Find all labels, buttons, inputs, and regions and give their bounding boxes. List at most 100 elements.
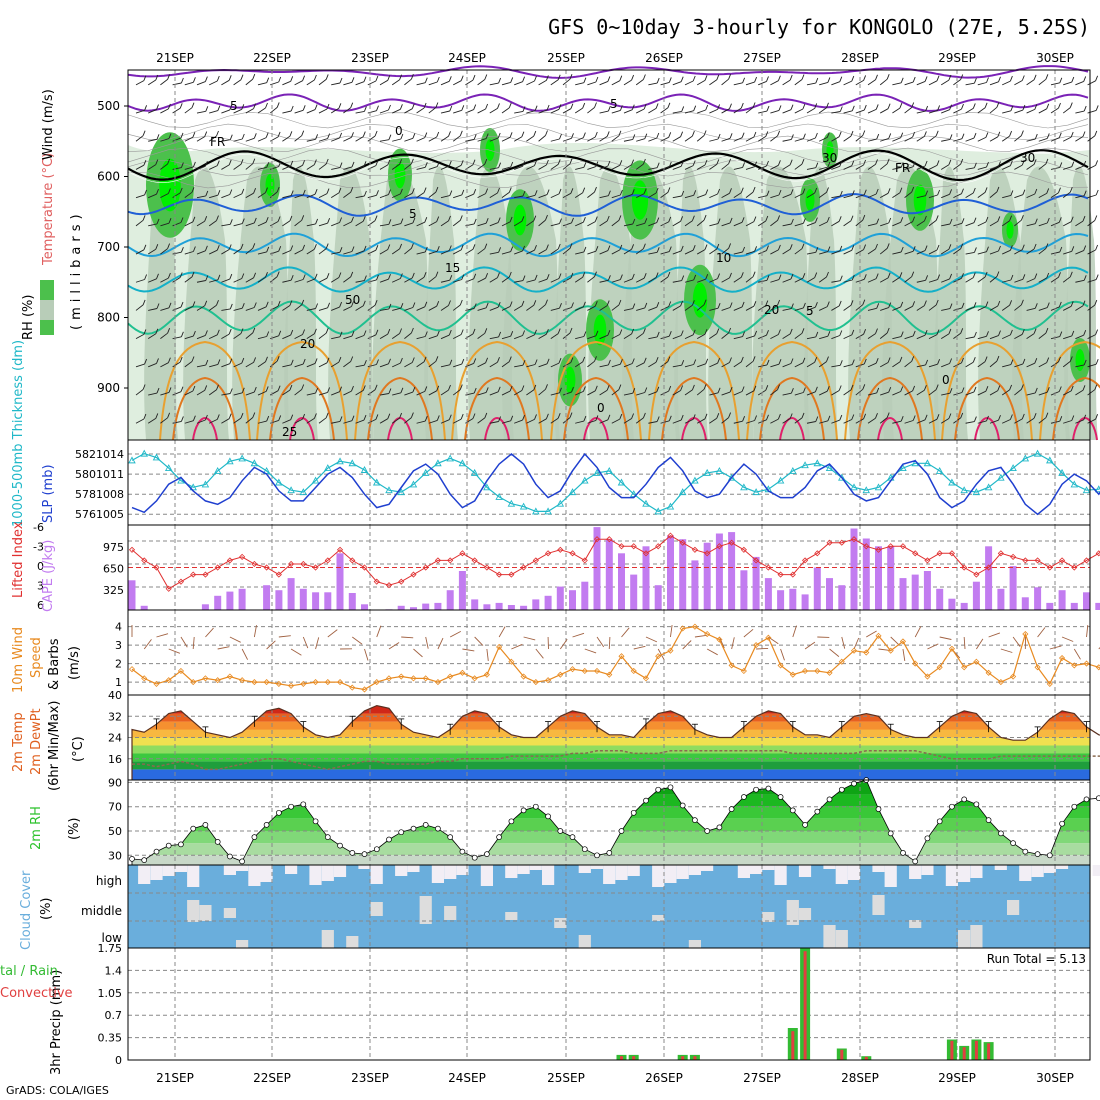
wind-barb: [818, 361, 827, 368]
wind-barb-flag: [498, 247, 502, 253]
wind-barb: [916, 305, 925, 311]
wind-barb: [916, 195, 926, 199]
thickness-point: [544, 507, 552, 515]
wind-barb: [501, 136, 511, 142]
wind-barb-flag: [472, 413, 476, 419]
wind-barb: [855, 304, 864, 311]
wind-barb-flag: [387, 413, 391, 419]
wind-barb: [635, 277, 645, 283]
rh-point: [643, 797, 649, 804]
wind-barb-flag: [302, 358, 306, 365]
rh-point: [545, 813, 551, 820]
wind-barb: [184, 420, 194, 424]
wind-speed-point: [141, 675, 148, 682]
cape-bar: [703, 542, 711, 610]
wind-barb-flag: [167, 103, 171, 110]
wind-barb: [623, 333, 632, 340]
wind-barb-flag: [301, 130, 305, 136]
wind-barb: [977, 251, 987, 255]
wind-barb-flag: [290, 160, 294, 167]
cape-bar: [960, 602, 968, 610]
temp-side-label: Temperature (°C): [41, 153, 56, 266]
wind-barb-flag: [1095, 105, 1099, 111]
wind-barb-flag: [595, 330, 599, 336]
wind-barb: [331, 137, 340, 142]
wind-barb-flag: [703, 299, 707, 305]
wind-barb: [416, 107, 425, 114]
rh-moist-column: [934, 166, 968, 440]
wind-barb: [635, 417, 644, 424]
wind-barb-flag: [827, 246, 831, 252]
wind-barb: [306, 308, 316, 311]
li-point: [1083, 557, 1090, 564]
wind-background: [128, 610, 1090, 695]
wind-barb-flag: [863, 244, 867, 250]
wind-barb-flag: [313, 159, 317, 165]
wind-barb: [1075, 136, 1084, 142]
high-cloud-gap: [444, 865, 457, 879]
mid-cloud-gap: [505, 912, 518, 920]
thickness-point: [177, 476, 185, 484]
rh-point: [141, 857, 148, 863]
wind-barb-flag: [449, 190, 453, 196]
wind-barb: [794, 392, 804, 396]
wind-barb: [575, 336, 585, 340]
precip-convective-bar: [693, 1056, 697, 1060]
mid-cloud-gap: [1007, 900, 1020, 915]
cape-bar: [813, 567, 821, 610]
wind-barb: [501, 221, 511, 227]
wind-barb-flag: [875, 358, 879, 364]
wind-barb: [538, 363, 548, 368]
li-point: [936, 550, 943, 557]
wind-barb: [477, 307, 487, 311]
wind-barb-flag: [899, 272, 903, 278]
wind-barb: [1014, 278, 1024, 283]
wind-barb-flag: [790, 104, 794, 110]
wind-barb: [343, 335, 353, 340]
surface-isotherm-30: [367, 376, 433, 441]
cape-bar: [471, 599, 479, 610]
wind-barb: [343, 136, 352, 142]
wind-barb-flag: [1083, 105, 1087, 112]
wind-barb-flag: [923, 131, 927, 137]
wind-barb: [648, 167, 658, 170]
wind-speed-point: [826, 669, 833, 676]
wind-barb: [1026, 307, 1036, 311]
wind-barb: [940, 248, 950, 255]
wind-barb-flag: [802, 218, 806, 224]
wind-barb-flag: [192, 415, 196, 421]
wind-barb-flag: [681, 106, 685, 112]
high-cloud-gap: [774, 865, 787, 885]
wind-barb: [916, 110, 926, 114]
wind-barb: [831, 195, 841, 199]
wind-barb: [599, 279, 609, 283]
wind-speed-point: [520, 673, 527, 680]
wind-barb-flag: [1021, 329, 1025, 335]
wind-barb-flag: [546, 104, 550, 111]
wind-barb: [245, 192, 254, 199]
wind-barb: [550, 223, 560, 227]
cape-bar: [593, 527, 601, 610]
thickness-point: [299, 488, 308, 496]
wind-barb-flag: [765, 385, 769, 391]
wind-barb-flag: [301, 215, 305, 221]
wind-speed-point: [349, 684, 356, 691]
wind-barb: [709, 164, 718, 170]
wind-barb-flag: [375, 329, 379, 335]
wind-barb-flag: [521, 300, 525, 307]
wind-speed-point: [557, 671, 564, 678]
wind-barb: [770, 249, 779, 255]
wind-barb-flag: [801, 158, 805, 165]
wind-barb: [636, 138, 645, 142]
wind-barb: [672, 364, 682, 368]
wind-barb: [965, 361, 974, 368]
wind-barb-flag: [1034, 358, 1038, 364]
wind-barb: [306, 193, 316, 199]
cape-bar: [654, 585, 662, 610]
wind-barb-flag: [278, 76, 282, 83]
wind-barb: [160, 332, 168, 340]
wind-barb: [587, 390, 596, 396]
wind-barb: [538, 80, 547, 86]
wind-barb-flag: [717, 188, 721, 195]
wind-barb-flag: [399, 243, 403, 250]
